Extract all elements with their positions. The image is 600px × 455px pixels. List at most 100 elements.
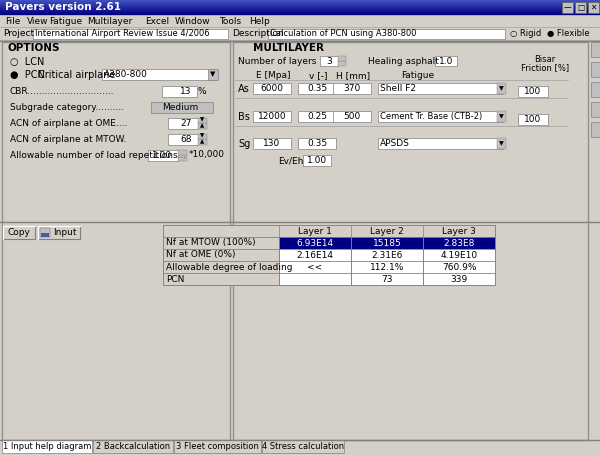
Bar (338, 56, 346, 61)
Text: Cement Tr. Base (CTB-2): Cement Tr. Base (CTB-2) (380, 112, 482, 121)
Bar (298, 83, 336, 94)
Text: 0.25: 0.25 (307, 112, 327, 121)
Text: ○  LCN: ○ LCN (10, 57, 44, 67)
Bar (303, 155, 331, 166)
Bar (333, 83, 371, 94)
Text: Ev/Eh: Ev/Eh (278, 157, 304, 166)
Bar (2, 440, 92, 453)
Bar (148, 150, 178, 161)
Text: ▼: ▼ (499, 114, 503, 119)
Text: ▲: ▲ (200, 123, 204, 128)
Bar (435, 56, 457, 66)
Text: 6000: 6000 (260, 84, 284, 93)
Text: Layer 1: Layer 1 (298, 227, 332, 236)
Bar (0, 14, 600, 15)
Text: 760.9%: 760.9% (442, 263, 476, 272)
Text: 2.16E14: 2.16E14 (296, 251, 334, 259)
Bar (0, 222, 600, 438)
Bar (497, 111, 506, 122)
Text: 2 Backcalculation: 2 Backcalculation (96, 442, 170, 451)
Text: View: View (27, 16, 49, 25)
Text: 112.1%: 112.1% (370, 263, 404, 272)
Bar (198, 133, 207, 139)
Bar (2, 42, 230, 440)
Text: 3 Fleet composition: 3 Fleet composition (176, 442, 259, 451)
Bar (591, 82, 600, 97)
Text: %: % (198, 86, 206, 96)
Bar (351, 273, 423, 285)
Bar (378, 138, 503, 149)
Text: 4 Stress calculation: 4 Stress calculation (262, 442, 344, 451)
Bar (0, 8, 600, 9)
Text: Nf at OME (0%): Nf at OME (0%) (166, 251, 235, 259)
Text: Allowable degree of loading: Allowable degree of loading (166, 263, 293, 272)
Text: 500: 500 (343, 112, 361, 121)
Bar (162, 86, 197, 96)
Bar (423, 273, 495, 285)
Text: 12000: 12000 (257, 112, 286, 121)
Bar (3, 226, 35, 239)
Text: Allowable number of load repetitions...: Allowable number of load repetitions... (10, 152, 186, 161)
Text: 130: 130 (263, 139, 281, 148)
Bar (378, 83, 503, 94)
Bar (0, 4, 600, 5)
Bar (0, 9, 600, 10)
Bar (0, 15, 600, 27)
Bar (423, 261, 495, 273)
Text: Subgrade category..........: Subgrade category.......... (10, 103, 124, 112)
Text: v [-]: v [-] (309, 71, 327, 81)
Bar (163, 261, 279, 273)
Text: Critical airplane: Critical airplane (38, 70, 115, 80)
Bar (0, 12, 600, 13)
Text: CBR..............................: CBR.............................. (10, 87, 115, 96)
Bar (198, 123, 207, 128)
Bar (33, 29, 228, 39)
Bar (198, 139, 207, 145)
Bar (0, 13, 600, 14)
Text: 1.0: 1.0 (439, 56, 453, 66)
Text: 339: 339 (451, 274, 467, 283)
Bar (0, 1, 600, 2)
Bar (518, 114, 548, 125)
Bar (168, 117, 198, 128)
Bar (163, 225, 495, 237)
Text: 73: 73 (381, 274, 393, 283)
Bar (298, 111, 336, 122)
Text: Healing asphalt: Healing asphalt (368, 57, 439, 66)
Bar (38, 226, 80, 239)
Text: Bisar: Bisar (535, 56, 556, 65)
Bar (279, 237, 351, 249)
Text: ▲: ▲ (200, 139, 204, 144)
Text: ✕: ✕ (590, 3, 596, 12)
Text: ACN of airplane at OME....: ACN of airplane at OME.... (10, 120, 127, 128)
Bar (0, 10, 600, 11)
Text: File: File (5, 16, 20, 25)
Bar (298, 138, 336, 149)
Bar (320, 56, 338, 66)
Text: Medium: Medium (162, 102, 198, 111)
Text: □: □ (577, 3, 584, 12)
Text: OPTIONS: OPTIONS (8, 43, 61, 53)
Text: 0.35: 0.35 (307, 139, 327, 148)
Bar (0, 6, 600, 7)
Text: 6.93E14: 6.93E14 (296, 238, 334, 248)
Text: Help: Help (249, 16, 270, 25)
Bar (423, 249, 495, 261)
Text: Input: Input (53, 228, 77, 237)
Text: —: — (563, 3, 571, 12)
Text: E [Mpa]: E [Mpa] (256, 71, 290, 81)
Text: Friction [%]: Friction [%] (521, 64, 569, 72)
Bar (338, 61, 346, 66)
Bar (178, 155, 187, 161)
Bar (351, 249, 423, 261)
Bar (233, 42, 588, 440)
Bar (591, 102, 600, 117)
Text: 2.31E6: 2.31E6 (371, 251, 403, 259)
Bar (40, 228, 50, 237)
Bar (208, 69, 218, 80)
Text: Window: Window (175, 16, 211, 25)
Text: ○ Rigid: ○ Rigid (510, 29, 541, 38)
Text: 2.83E8: 2.83E8 (443, 238, 475, 248)
Text: ▼: ▼ (211, 71, 215, 77)
Text: MULTILAYER: MULTILAYER (253, 43, 324, 53)
